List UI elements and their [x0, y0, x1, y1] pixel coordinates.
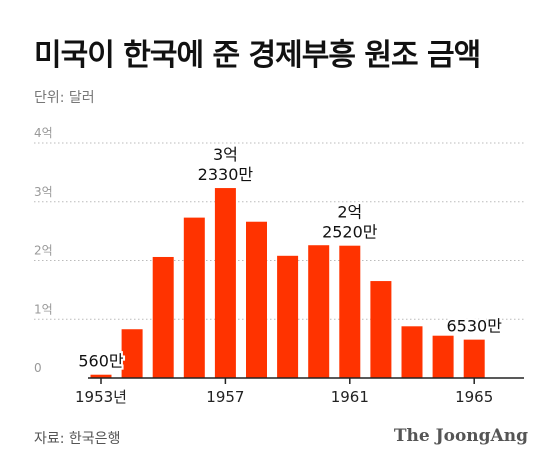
x-tick-label: 1953년: [75, 388, 127, 406]
bar-1956: [183, 217, 205, 378]
data-label: 2520만: [322, 223, 378, 242]
data-label: 6530만: [446, 317, 502, 336]
data-label: 3억: [213, 145, 238, 164]
bar-1963: [401, 326, 423, 378]
bar-1953: [90, 374, 112, 378]
page-title: 미국이 한국에 준 경제부흥 원조 금액: [34, 38, 481, 73]
y-tick-label: 2억: [34, 244, 53, 258]
x-tick-label: 1957: [206, 388, 244, 406]
data-label: 2330만: [198, 165, 254, 184]
bar-1959: [277, 255, 299, 378]
bar-1964: [432, 335, 454, 378]
bar-1965: [463, 339, 485, 378]
data-label: 560만: [78, 352, 124, 371]
brand-logo: The JoongAng: [393, 426, 528, 446]
x-tick-label: 1961: [331, 388, 369, 406]
bar-1954: [121, 329, 143, 378]
data-label: 2억: [337, 203, 362, 222]
y-tick-label: 1억: [34, 302, 53, 316]
source-note: 자료: 한국은행: [34, 431, 121, 447]
bar-1961: [339, 245, 361, 378]
y-tick-label: 0: [34, 361, 42, 375]
x-tick-label: 1965: [455, 388, 493, 406]
bar-1958: [246, 221, 267, 378]
bar-1960: [308, 245, 330, 378]
unit-label: 단위: 달러: [34, 90, 95, 106]
bar-1957: [214, 188, 236, 378]
bar-1955: [152, 256, 174, 378]
bar-1962: [370, 281, 392, 378]
y-tick-label: 3억: [34, 185, 53, 199]
y-tick-label: 4억: [34, 126, 53, 140]
